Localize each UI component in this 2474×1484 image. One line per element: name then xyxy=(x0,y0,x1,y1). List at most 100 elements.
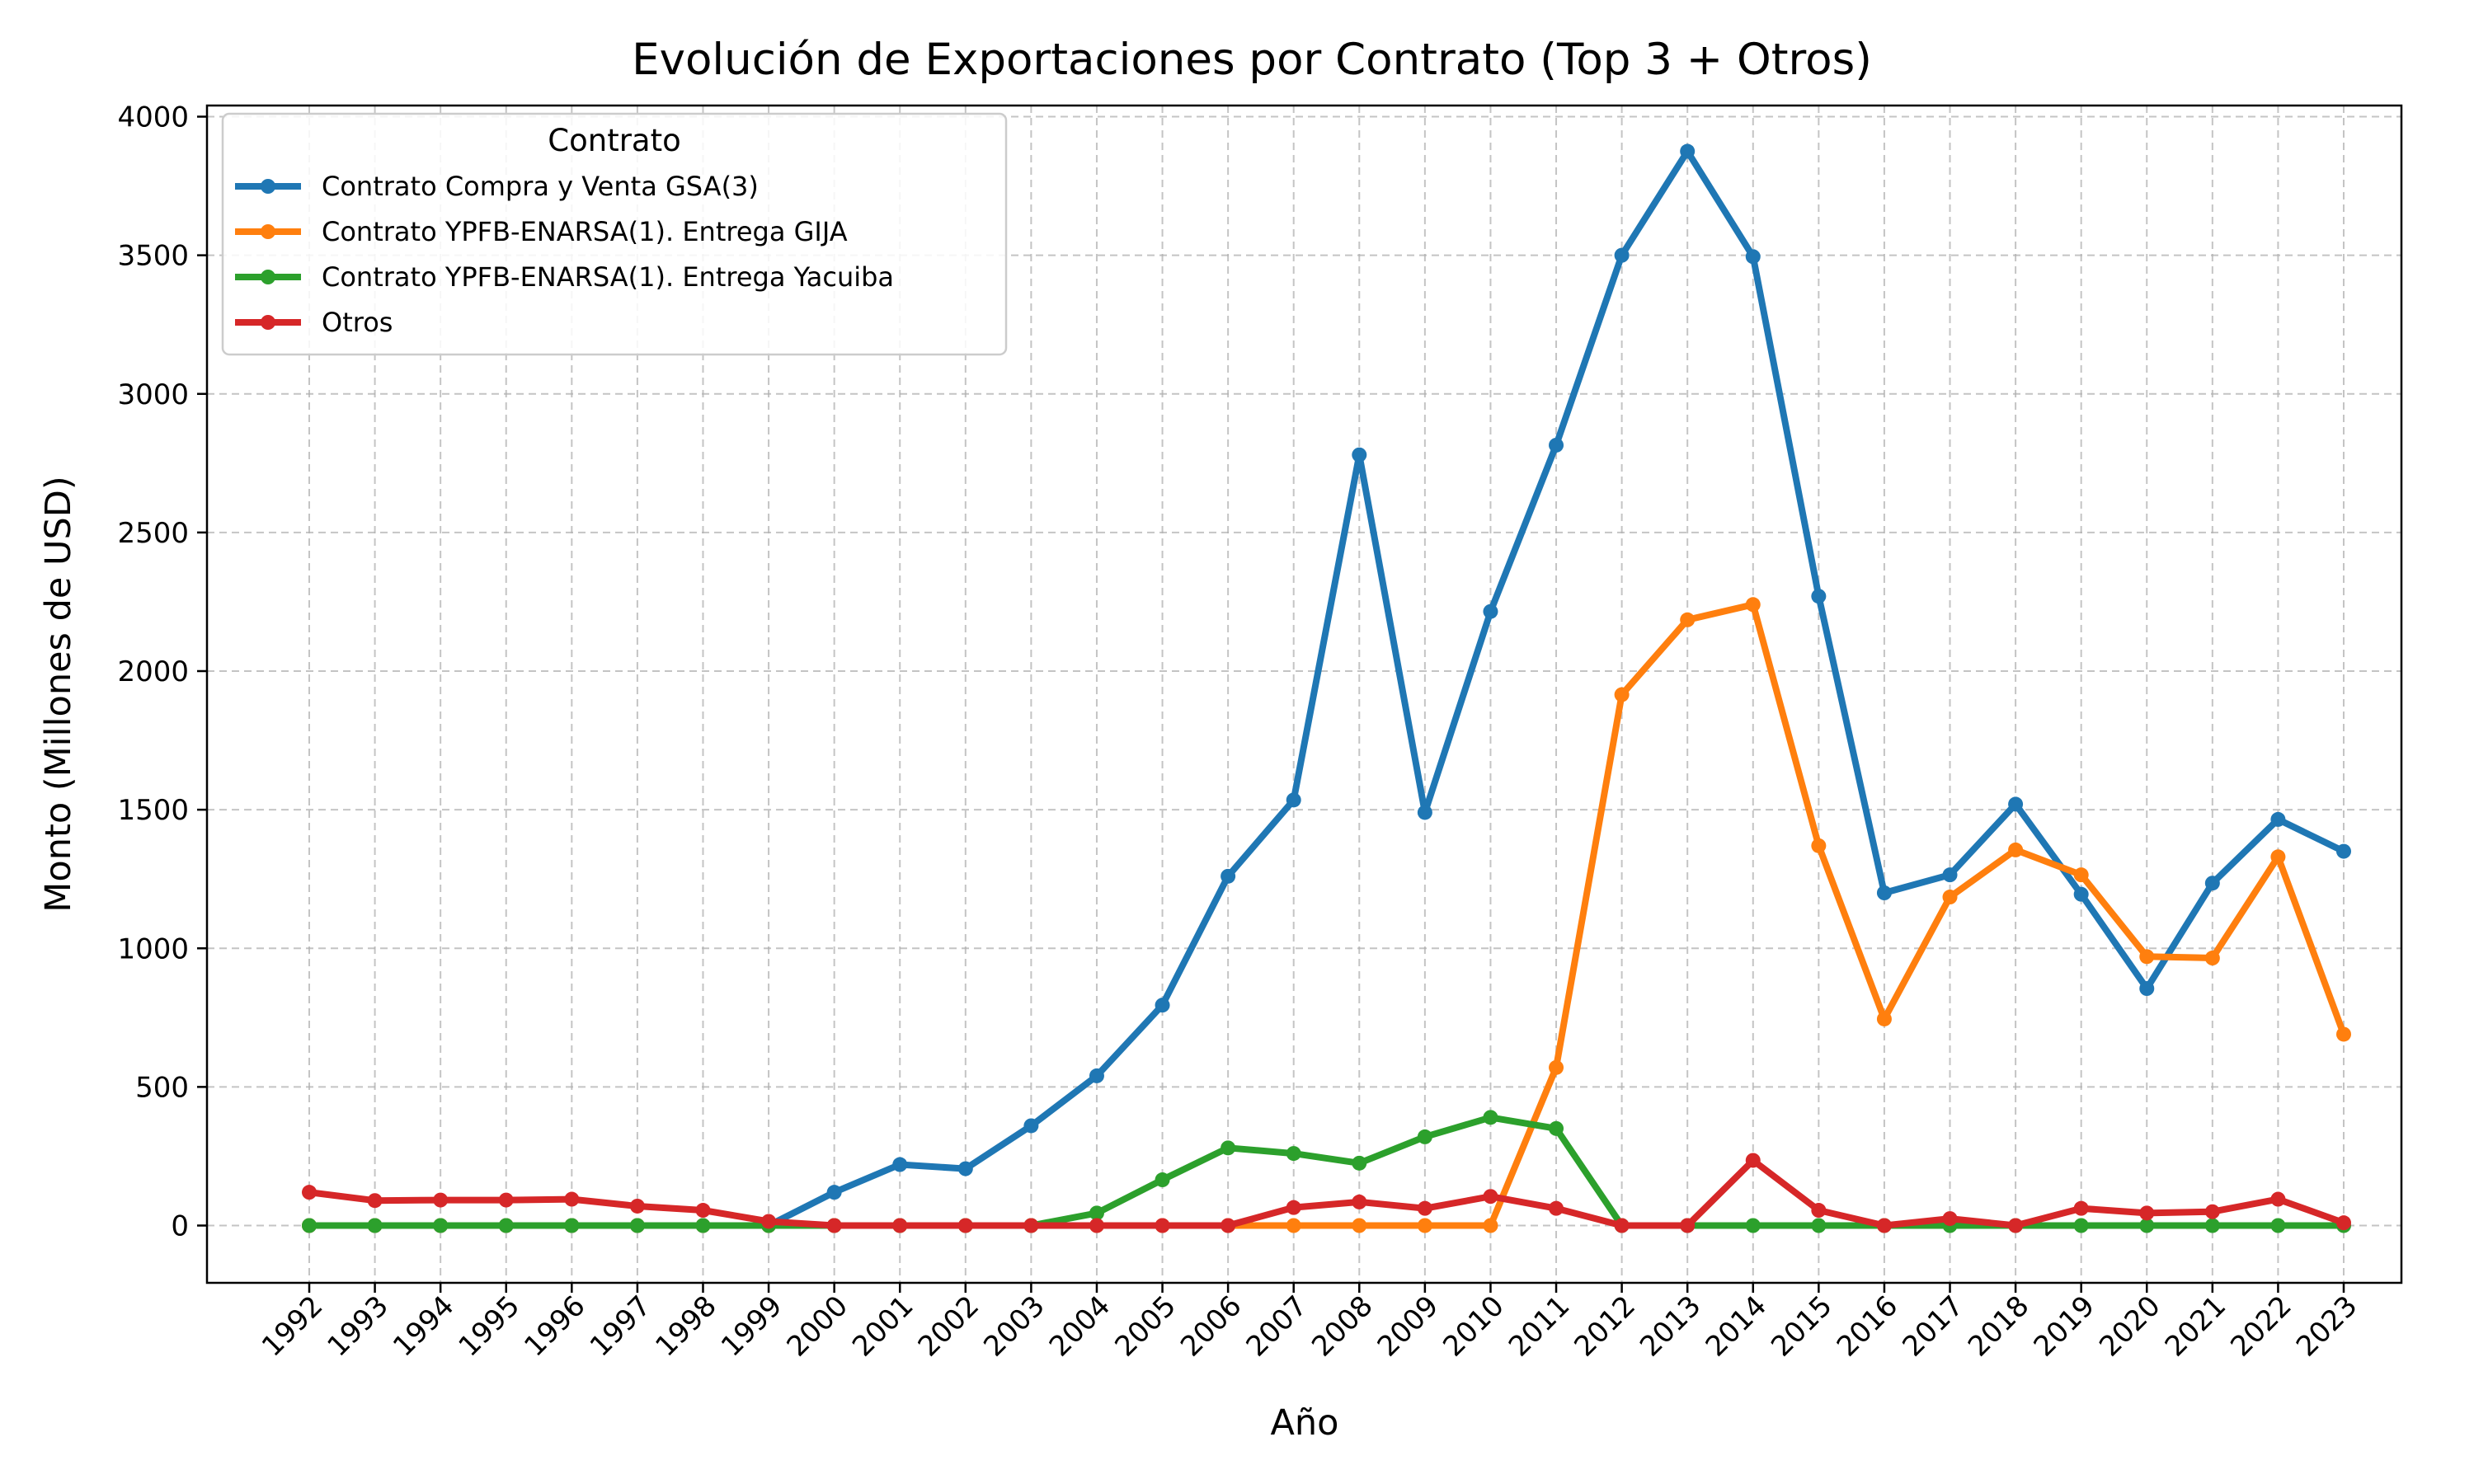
data-point xyxy=(1417,1129,1432,1144)
data-point xyxy=(1483,1189,1498,1205)
y-tick-label: 0 xyxy=(171,1210,189,1243)
data-point xyxy=(1483,1110,1498,1125)
data-point xyxy=(2073,886,2089,902)
data-point xyxy=(1680,612,1696,627)
data-point xyxy=(2270,1218,2286,1233)
data-point xyxy=(826,1218,842,1233)
data-point xyxy=(1089,1218,1104,1233)
data-point xyxy=(2139,1218,2155,1233)
data-point xyxy=(1942,890,1958,905)
data-point xyxy=(1549,437,1564,453)
y-tick-label: 3500 xyxy=(117,240,189,273)
data-point xyxy=(2073,867,2089,883)
data-point xyxy=(1811,589,1827,604)
data-point xyxy=(1811,838,1827,853)
data-point xyxy=(2008,796,2024,812)
y-tick-label: 1000 xyxy=(117,932,189,965)
data-point xyxy=(433,1192,449,1208)
data-point xyxy=(1286,1146,1301,1162)
data-point xyxy=(1942,867,1958,883)
y-axis: 0 500 1000 1500 2000 2500 3000 3500 4000 xyxy=(117,101,207,1243)
data-point xyxy=(892,1157,908,1172)
data-point xyxy=(2204,1204,2220,1219)
data-point xyxy=(1417,805,1432,820)
data-point xyxy=(1811,1218,1827,1233)
legend: Contrato Contrato Compra y Venta GSA(3)C… xyxy=(221,112,1008,356)
y-tick-label: 2500 xyxy=(117,517,189,550)
data-point xyxy=(1811,1203,1827,1219)
data-point xyxy=(1417,1218,1432,1233)
legend-entry-label: Contrato YPFB-ENARSA(1). Entrega GIJA xyxy=(322,216,848,247)
data-point xyxy=(1680,1218,1696,1233)
data-point xyxy=(695,1218,711,1233)
data-point xyxy=(1483,1218,1498,1233)
data-point xyxy=(1286,1218,1301,1233)
chart-title: Evolución de Exportaciones por Contrato … xyxy=(632,35,1872,85)
data-point xyxy=(1089,1068,1104,1083)
data-point xyxy=(2336,1026,2351,1042)
data-point xyxy=(302,1218,317,1233)
data-point xyxy=(957,1161,973,1176)
data-point xyxy=(957,1218,973,1233)
data-point xyxy=(2073,1200,2089,1216)
data-point xyxy=(629,1218,645,1233)
legend-swatch-marker xyxy=(261,315,275,330)
series-line xyxy=(306,1157,2347,1229)
data-point xyxy=(1352,1155,1367,1171)
data-point xyxy=(1155,1218,1170,1233)
data-point xyxy=(892,1218,908,1233)
x-axis-label: Año xyxy=(1271,1402,1339,1444)
y-axis-label: Monto (Millones de USD) xyxy=(38,476,79,912)
data-point xyxy=(2008,842,2024,857)
data-point xyxy=(826,1185,842,1200)
data-point xyxy=(1352,447,1367,463)
legend-swatch-marker xyxy=(261,224,275,239)
data-point xyxy=(1745,1218,1761,1233)
data-point xyxy=(1745,1153,1761,1168)
series-otros xyxy=(302,1153,2351,1233)
data-point xyxy=(302,1185,317,1200)
data-point xyxy=(1680,143,1696,159)
data-point xyxy=(1614,1218,1630,1233)
data-point xyxy=(1023,1218,1039,1233)
data-point xyxy=(498,1218,514,1233)
data-point xyxy=(1614,247,1630,263)
legend-entry-label: Otros xyxy=(322,307,393,338)
data-point xyxy=(2336,843,2351,859)
data-point xyxy=(1745,597,1761,613)
data-point xyxy=(1089,1205,1104,1221)
data-point xyxy=(498,1192,514,1208)
data-point xyxy=(2139,949,2155,965)
data-point xyxy=(433,1218,449,1233)
data-point xyxy=(1483,603,1498,619)
data-point xyxy=(2139,981,2155,997)
data-point xyxy=(2204,1218,2220,1233)
legend-swatch-marker xyxy=(261,179,275,194)
legend-entry-label: Contrato Compra y Venta GSA(3) xyxy=(322,171,759,202)
y-tick-label: 3000 xyxy=(117,378,189,411)
data-point xyxy=(1876,1218,1892,1233)
y-tick-label: 500 xyxy=(135,1071,189,1104)
data-point xyxy=(1286,792,1301,808)
plot-frame xyxy=(205,104,2403,1284)
data-point xyxy=(761,1214,777,1229)
data-point xyxy=(695,1203,711,1219)
series-layer xyxy=(302,143,2351,1233)
data-point xyxy=(1155,1172,1170,1188)
data-point xyxy=(564,1191,580,1207)
data-point xyxy=(2073,1218,2089,1233)
data-point xyxy=(1876,1011,1892,1026)
data-point xyxy=(564,1218,580,1233)
data-point xyxy=(1352,1218,1367,1233)
data-point xyxy=(367,1193,383,1209)
data-point xyxy=(1549,1200,1564,1216)
data-point xyxy=(1221,868,1236,884)
legend-title: Contrato xyxy=(548,123,680,158)
legend-items: Contrato Compra y Venta GSA(3) Contrato Y… xyxy=(235,171,894,338)
data-point xyxy=(1942,1211,1958,1227)
data-point xyxy=(1549,1059,1564,1075)
data-point xyxy=(2139,1205,2155,1221)
data-point xyxy=(1352,1194,1367,1209)
legend-entry-label: Contrato YPFB-ENARSA(1). Entrega Yacuiba xyxy=(322,261,894,293)
